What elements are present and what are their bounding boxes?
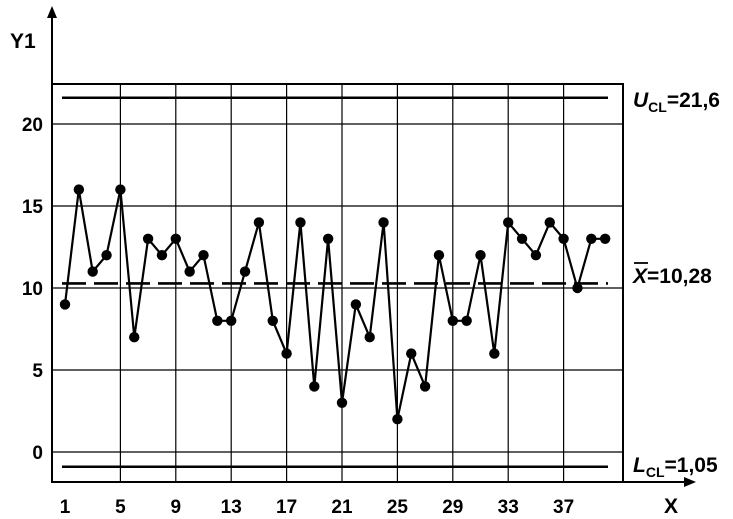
y-tick-label: 0 (32, 443, 43, 464)
data-point (544, 217, 555, 228)
x-tick-label: 17 (276, 497, 297, 518)
ucl-label: UCL=21,6 (633, 89, 720, 115)
x-tick-label: 29 (442, 497, 463, 518)
x-tick-labels: 1 5 9 13 17 21 25 29 33 37 (60, 497, 574, 518)
data-point (129, 332, 140, 343)
data-point (378, 217, 389, 228)
ucl-subscript: CL (648, 99, 667, 115)
data-point (87, 266, 98, 277)
data-point (295, 217, 306, 228)
data-point (184, 266, 195, 277)
data-point (73, 184, 85, 195)
center-prefix: X (632, 265, 649, 288)
data-point (364, 332, 375, 343)
x-tick-label: 1 (60, 497, 71, 518)
data-point (586, 233, 597, 244)
data-point (392, 414, 403, 425)
data-point (226, 315, 237, 326)
x-tick-label: 33 (498, 497, 519, 518)
data-point (142, 233, 154, 244)
y-tick-labels: 0 5 10 15 20 (22, 115, 44, 464)
lcl-value: =1,05 (665, 454, 718, 477)
data-point (239, 266, 251, 277)
x-axis-label: X (664, 495, 678, 518)
y-tick-label: 5 (32, 361, 43, 382)
x-tick-label: 21 (331, 497, 353, 518)
data-point (516, 233, 528, 244)
ucl-prefix: U (633, 89, 649, 112)
x-tick-label: 25 (387, 497, 409, 518)
y-axis-label: Y1 (10, 30, 36, 53)
data-point (572, 282, 583, 294)
data-point (115, 184, 126, 195)
lcl-label: LCL=1,05 (633, 454, 718, 480)
data-point (156, 250, 168, 261)
data-point (101, 250, 112, 261)
x-tick-label: 37 (553, 497, 574, 518)
data-point (475, 250, 486, 261)
x-tick-label: 9 (171, 497, 182, 518)
data-points (59, 184, 611, 425)
center-label: X=10,28 (632, 262, 712, 288)
x-tick-label: 5 (115, 497, 126, 518)
data-point (461, 315, 472, 326)
data-point (530, 250, 542, 261)
data-point (433, 250, 445, 261)
ucl-value: =21,6 (667, 89, 720, 112)
data-point (198, 250, 209, 261)
data-point (406, 348, 417, 359)
data-point (59, 299, 71, 310)
data-point (336, 397, 348, 408)
data-point (322, 233, 334, 244)
data-point (267, 315, 278, 326)
data-point (212, 315, 223, 326)
lcl-prefix: L (633, 454, 646, 477)
data-point (309, 381, 320, 392)
y-tick-label: 20 (22, 115, 43, 136)
data-point (489, 348, 500, 359)
data-point (558, 233, 569, 244)
x-tick-label: 13 (221, 497, 242, 518)
center-label-text: X=10,28 (632, 265, 712, 288)
y-tick-label: 10 (22, 279, 43, 300)
data-point (281, 348, 292, 359)
data-point (350, 299, 362, 310)
data-point (170, 233, 181, 244)
center-value: =10,28 (647, 265, 712, 288)
data-point (447, 315, 458, 326)
control-limits (62, 96, 608, 469)
data-point (599, 233, 611, 244)
data-point (253, 217, 265, 228)
lcl-subscript: CL (646, 464, 665, 480)
data-point (419, 381, 431, 392)
y-tick-label: 15 (22, 197, 44, 218)
series-line (63, 189, 606, 420)
data-point (503, 217, 514, 228)
